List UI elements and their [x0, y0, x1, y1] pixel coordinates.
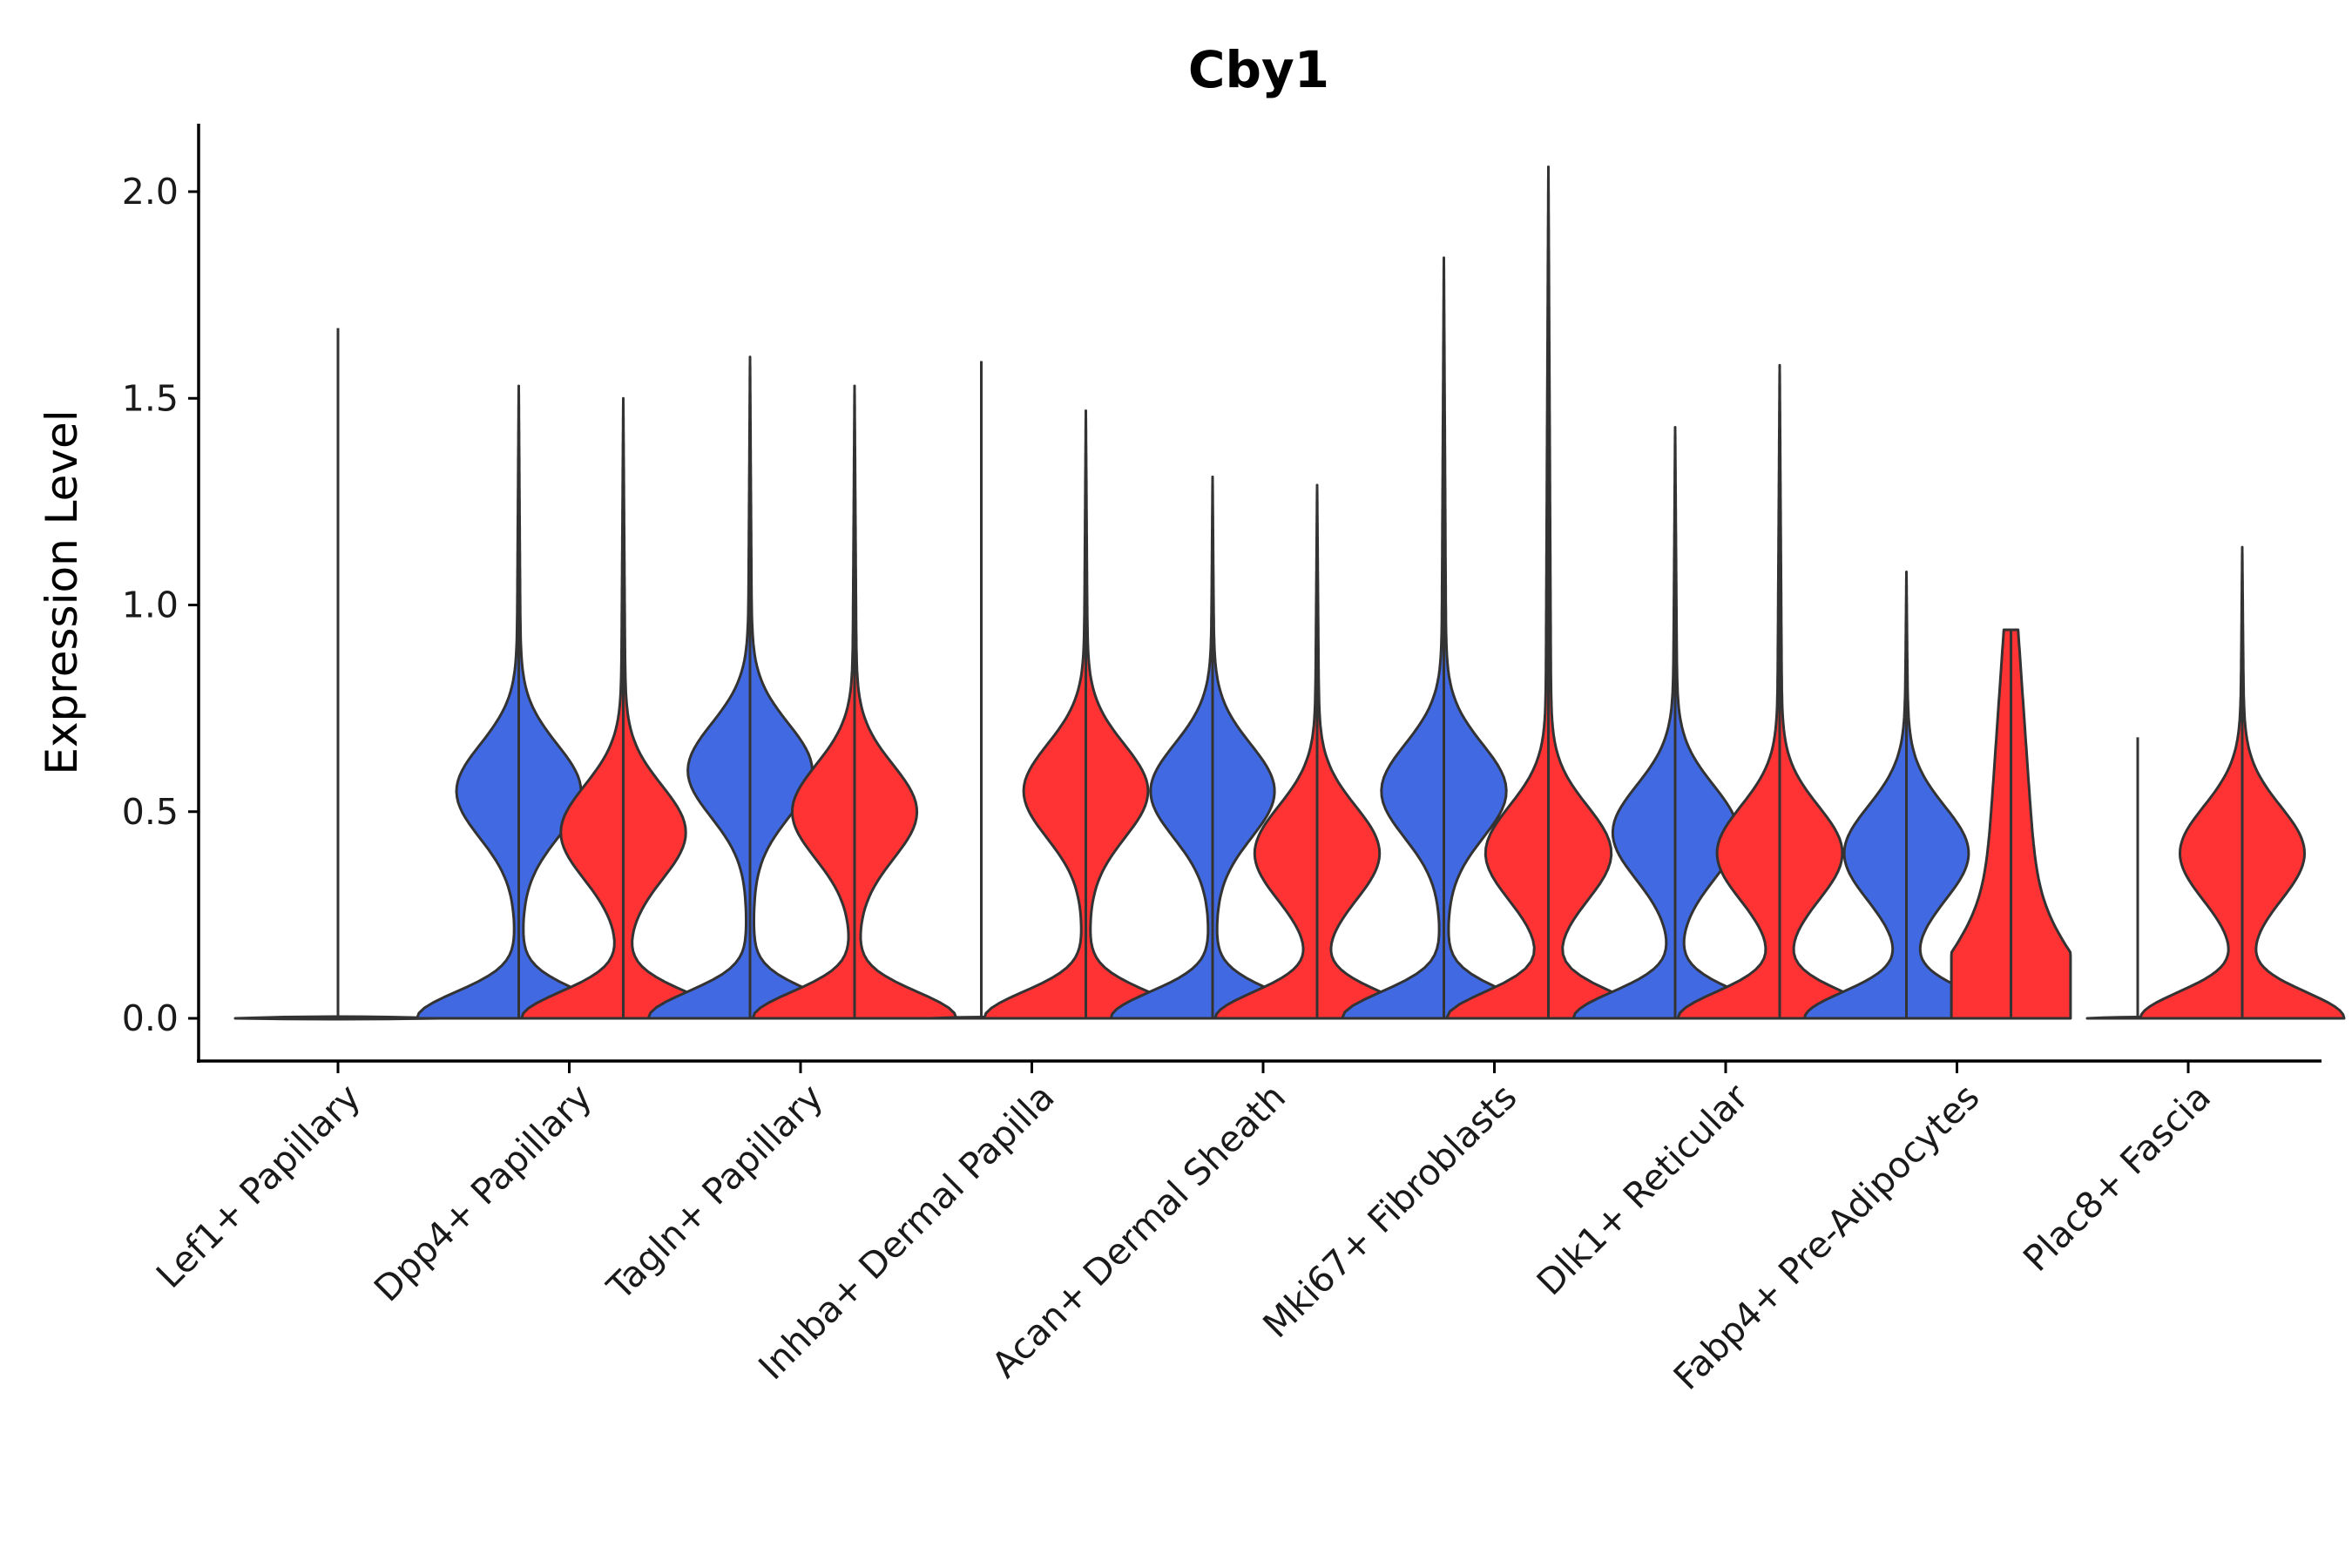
- x-tick-label: Tagln+ Papillary: [598, 1076, 831, 1308]
- violin-left: [416, 384, 622, 1020]
- violin-right: [751, 384, 958, 1020]
- violin-left: [1109, 475, 1316, 1020]
- violin-left: [1803, 571, 2010, 1020]
- violin-right: [1213, 483, 1421, 1020]
- violin-right: [1676, 363, 1883, 1020]
- violin-right: [2139, 545, 2346, 1020]
- chart-title: Cby1: [1188, 40, 1329, 99]
- x-tick-label: Dlk1+ Reticular: [1529, 1076, 1756, 1303]
- x-tick-label: Plac8+ Fascia: [2015, 1076, 2219, 1280]
- violin-right: [1950, 628, 2072, 1020]
- y-ticks: 0.0 0.5 1.0 1.5 2.0: [122, 171, 199, 1039]
- violin-left: [1571, 425, 1779, 1020]
- y-axis-label: Expression Level: [37, 409, 87, 774]
- x-tick-label: Dpp4+ Papillary: [366, 1076, 599, 1309]
- violin-right: [1445, 166, 1652, 1020]
- y-tick-label: 2.0: [122, 171, 179, 213]
- violin-right: [983, 409, 1189, 1020]
- violins-layer: [233, 166, 2346, 1021]
- violin-left: [646, 355, 854, 1020]
- violin-left: [1341, 256, 1547, 1020]
- violin-right: [520, 396, 727, 1020]
- y-tick-label: 1.0: [122, 585, 179, 626]
- y-tick-label: 0.5: [122, 791, 179, 833]
- y-tick-label: 1.5: [122, 377, 179, 419]
- x-tick-label: Lef1+ Papillary: [148, 1076, 368, 1296]
- x-tick-label: Mki67+ Fibroblasts: [1255, 1076, 1525, 1346]
- y-tick-label: 0.0: [122, 997, 179, 1039]
